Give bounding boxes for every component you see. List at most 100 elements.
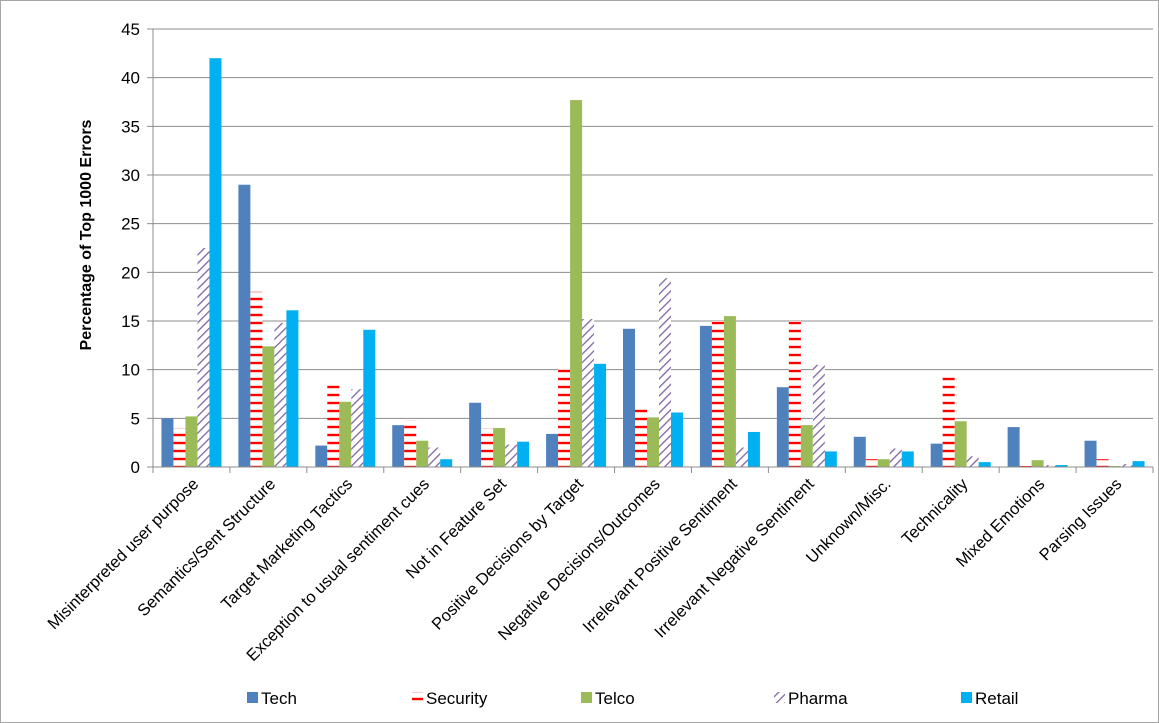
bar-retail — [517, 441, 530, 467]
y-tick-label: 35 — [121, 117, 140, 136]
y-tick-label: 0 — [131, 458, 140, 477]
bar-retail — [1132, 461, 1145, 467]
category-label: Target Marketing Tactics — [218, 475, 356, 613]
bar-telco — [1031, 460, 1044, 467]
bar-retail — [363, 329, 376, 467]
bar-tech — [315, 445, 328, 467]
bar-telco — [800, 425, 813, 467]
bar-telco — [339, 401, 352, 467]
y-tick-label: 15 — [121, 312, 140, 331]
bar-tech — [1084, 440, 1097, 467]
bar-tech — [469, 402, 482, 467]
bar-tech — [623, 328, 635, 467]
y-tick-label: 10 — [121, 361, 140, 380]
bar-tech — [853, 436, 866, 467]
bar-telco — [954, 421, 967, 467]
bar-pharma — [735, 447, 748, 467]
y-tick-label: 45 — [121, 20, 140, 39]
legend-swatch — [412, 692, 423, 703]
gridlines — [153, 28, 1153, 419]
bar-security — [1096, 459, 1109, 467]
bar-pharma — [812, 364, 825, 467]
y-tick-label: 25 — [121, 215, 140, 234]
bar-tech — [930, 443, 943, 467]
bar-retail — [440, 459, 453, 467]
legend-label: Pharma — [788, 689, 848, 708]
category-label: Negative Decisions/Outcomes — [495, 475, 664, 644]
bar-pharma — [889, 448, 902, 467]
bar-tech — [776, 387, 789, 467]
bar-tech — [392, 425, 405, 467]
category-label: Parsing Issues — [1036, 475, 1125, 564]
bar-retail — [824, 451, 837, 467]
category-labels: Misinterpreted user purposeSemantics/Sen… — [44, 475, 1125, 665]
bar-telco — [570, 100, 583, 467]
bar-tech — [1007, 427, 1020, 467]
bar-retail — [747, 431, 760, 467]
bar-pharma — [659, 278, 671, 467]
bar-telco — [185, 416, 198, 467]
bar-tech — [238, 184, 251, 467]
bar-retail — [978, 462, 991, 467]
bar-security — [942, 373, 955, 467]
bar-telco — [723, 316, 736, 467]
legend-swatch — [581, 692, 592, 703]
bar-telco — [262, 346, 275, 467]
bar-security — [404, 420, 417, 467]
legend-label: Retail — [975, 689, 1018, 708]
bar-pharma — [582, 319, 595, 467]
bar-security — [788, 321, 801, 467]
bar-pharma — [274, 322, 287, 467]
legend-label: Telco — [595, 689, 635, 708]
bar-retail — [209, 58, 222, 467]
bar-pharma — [428, 447, 441, 467]
bar-pharma — [1120, 464, 1133, 467]
y-tick-label: 30 — [121, 166, 140, 185]
category-label: Misinterpreted user purpose — [44, 475, 202, 633]
legend-label: Tech — [261, 689, 297, 708]
bar-tech — [161, 418, 174, 467]
y-axis-title: Percentage of Top 1000 Errors — [78, 119, 95, 350]
bar-security — [250, 291, 263, 467]
legend-label: Security — [426, 689, 488, 708]
legend-swatch — [961, 692, 972, 703]
bar-security — [173, 428, 186, 467]
category-label: Irrelevant Negative Sentiment — [651, 475, 818, 642]
bar-retail — [286, 310, 299, 467]
bar-retail — [1055, 465, 1068, 467]
axes — [147, 28, 1154, 473]
bar-telco — [416, 440, 429, 467]
bar-security — [711, 321, 724, 467]
bar-retail — [671, 412, 683, 467]
bars — [161, 58, 1145, 467]
category-label: Technicality — [898, 475, 972, 549]
bar-telco — [493, 428, 506, 467]
y-tick-label: 5 — [131, 409, 140, 428]
category-label: Semantics/Sent Structure — [134, 475, 279, 620]
legend-swatch — [774, 692, 785, 703]
bar-tech — [699, 325, 712, 467]
category-label: Positive Decisions by Target — [428, 475, 587, 634]
bar-pharma — [351, 389, 364, 467]
bar-security — [481, 428, 494, 467]
y-tick-labels: 0 5 10 15 20 25 30 35 40 45 — [121, 20, 140, 477]
bar-pharma — [505, 444, 518, 467]
bar-security — [865, 459, 878, 467]
legend-swatch — [247, 692, 258, 703]
bar-retail — [594, 363, 607, 467]
y-tick-label: 20 — [121, 263, 140, 282]
bar-telco — [647, 417, 659, 467]
category-label: Irrelevant Positive Sentiment — [580, 475, 742, 637]
bar-security — [558, 365, 571, 467]
bar-pharma — [966, 456, 979, 467]
bar-security — [327, 381, 340, 467]
y-tick-label: 40 — [121, 69, 140, 88]
bar-security — [635, 404, 647, 467]
bar-telco — [877, 459, 890, 467]
bar-retail — [901, 451, 914, 467]
bar-pharma — [1043, 465, 1056, 467]
legend: Tech Security Telco Pharma Retail — [247, 689, 1018, 708]
bar-tech — [546, 433, 559, 467]
